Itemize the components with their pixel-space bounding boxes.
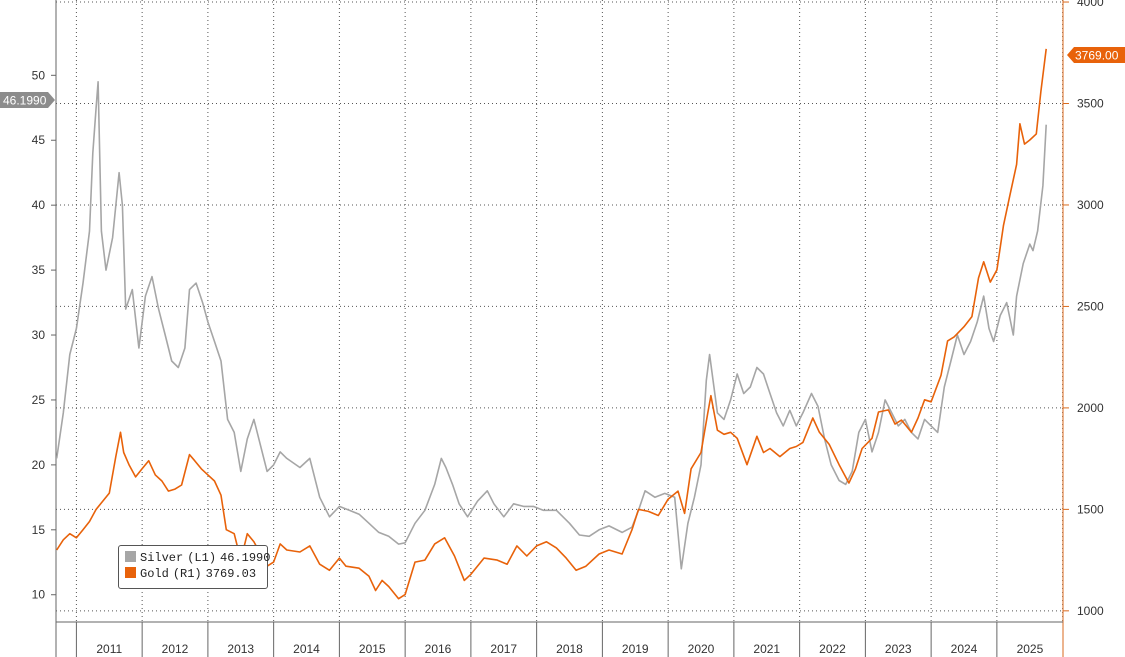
legend-gold-value: 3769.03 — [205, 567, 257, 581]
left-tick-label: 50 — [32, 68, 46, 82]
x-tick-label: 2021 — [753, 642, 780, 656]
plot-frame — [55, 0, 1064, 657]
gold-value-tag: 3769.00 — [1067, 47, 1125, 63]
left-tick-label: 20 — [32, 458, 46, 472]
left-axis: 10 15 20 25 30 35 40 45 50 — [32, 68, 56, 602]
x-tick-label: 2018 — [556, 642, 583, 656]
silver-tag-label: 46.1990 — [3, 94, 47, 108]
x-axis: 2011 2012 2013 2014 2015 2016 2017 2018 2019 2020… — [75, 622, 1044, 657]
x-tick-label: 2023 — [885, 642, 912, 656]
x-tick-label: 2020 — [688, 642, 715, 656]
left-tick-label: 25 — [32, 393, 46, 407]
gold-tag-label: 3769.00 — [1075, 49, 1119, 63]
x-tick-label: 2016 — [425, 642, 452, 656]
x-tick-label: 2022 — [819, 642, 846, 656]
silver-swatch — [125, 551, 136, 562]
right-tick-label: 2000 — [1077, 401, 1104, 415]
x-tick-label: 2015 — [359, 642, 386, 656]
right-axis: 1000 1500 2000 2500 3000 3500 4000 — [1063, 0, 1104, 618]
legend-silver-name: Silver — [140, 551, 184, 565]
x-tick-label: 2011 — [96, 642, 122, 656]
left-tick-label: 35 — [32, 263, 46, 277]
x-tick-label: 2013 — [227, 642, 254, 656]
right-tick-label: 2500 — [1077, 299, 1104, 313]
left-tick-label: 10 — [32, 588, 46, 602]
x-tick-label: 2012 — [162, 642, 189, 656]
left-tick-label: 40 — [32, 198, 46, 212]
right-tick-label: 3500 — [1077, 96, 1104, 110]
legend-gold-axis: (R1) — [172, 567, 202, 581]
right-tick-label: 1500 — [1077, 502, 1104, 516]
legend-silver-axis: (L1) — [187, 551, 217, 565]
x-tick-label: 2024 — [951, 642, 978, 656]
left-tick-label: 30 — [32, 328, 46, 342]
series-lines — [55, 48, 1047, 600]
left-tick-label: 15 — [32, 523, 46, 537]
x-tick-label: 2014 — [293, 642, 320, 656]
legend-silver-value: 46.1990 — [220, 551, 271, 565]
gold-line — [56, 48, 1047, 600]
legend-gold-name: Gold — [140, 567, 169, 581]
left-tick-label: 45 — [32, 133, 46, 147]
x-tick-label: 2017 — [490, 642, 517, 656]
right-tick-label: 4000 — [1077, 0, 1104, 9]
x-tick-label: 2025 — [1017, 642, 1044, 656]
grid — [56, 0, 1064, 622]
legend: Silver (L1) 46.1990 Gold (R1) 3769.03 — [118, 545, 270, 589]
right-tick-label: 3000 — [1077, 198, 1104, 212]
legend-item-gold: Gold (R1) 3769.03 — [125, 566, 260, 582]
x-tick-label: 2019 — [622, 642, 649, 656]
right-tick-label: 1000 — [1077, 604, 1104, 618]
value-tags: 46.1990 3769.00 — [0, 47, 1125, 108]
gold-swatch — [125, 567, 136, 578]
legend-item-silver: Silver (L1) 46.1990 — [125, 550, 274, 566]
silver-value-tag: 46.1990 — [0, 92, 55, 108]
silver-line — [55, 81, 1047, 570]
